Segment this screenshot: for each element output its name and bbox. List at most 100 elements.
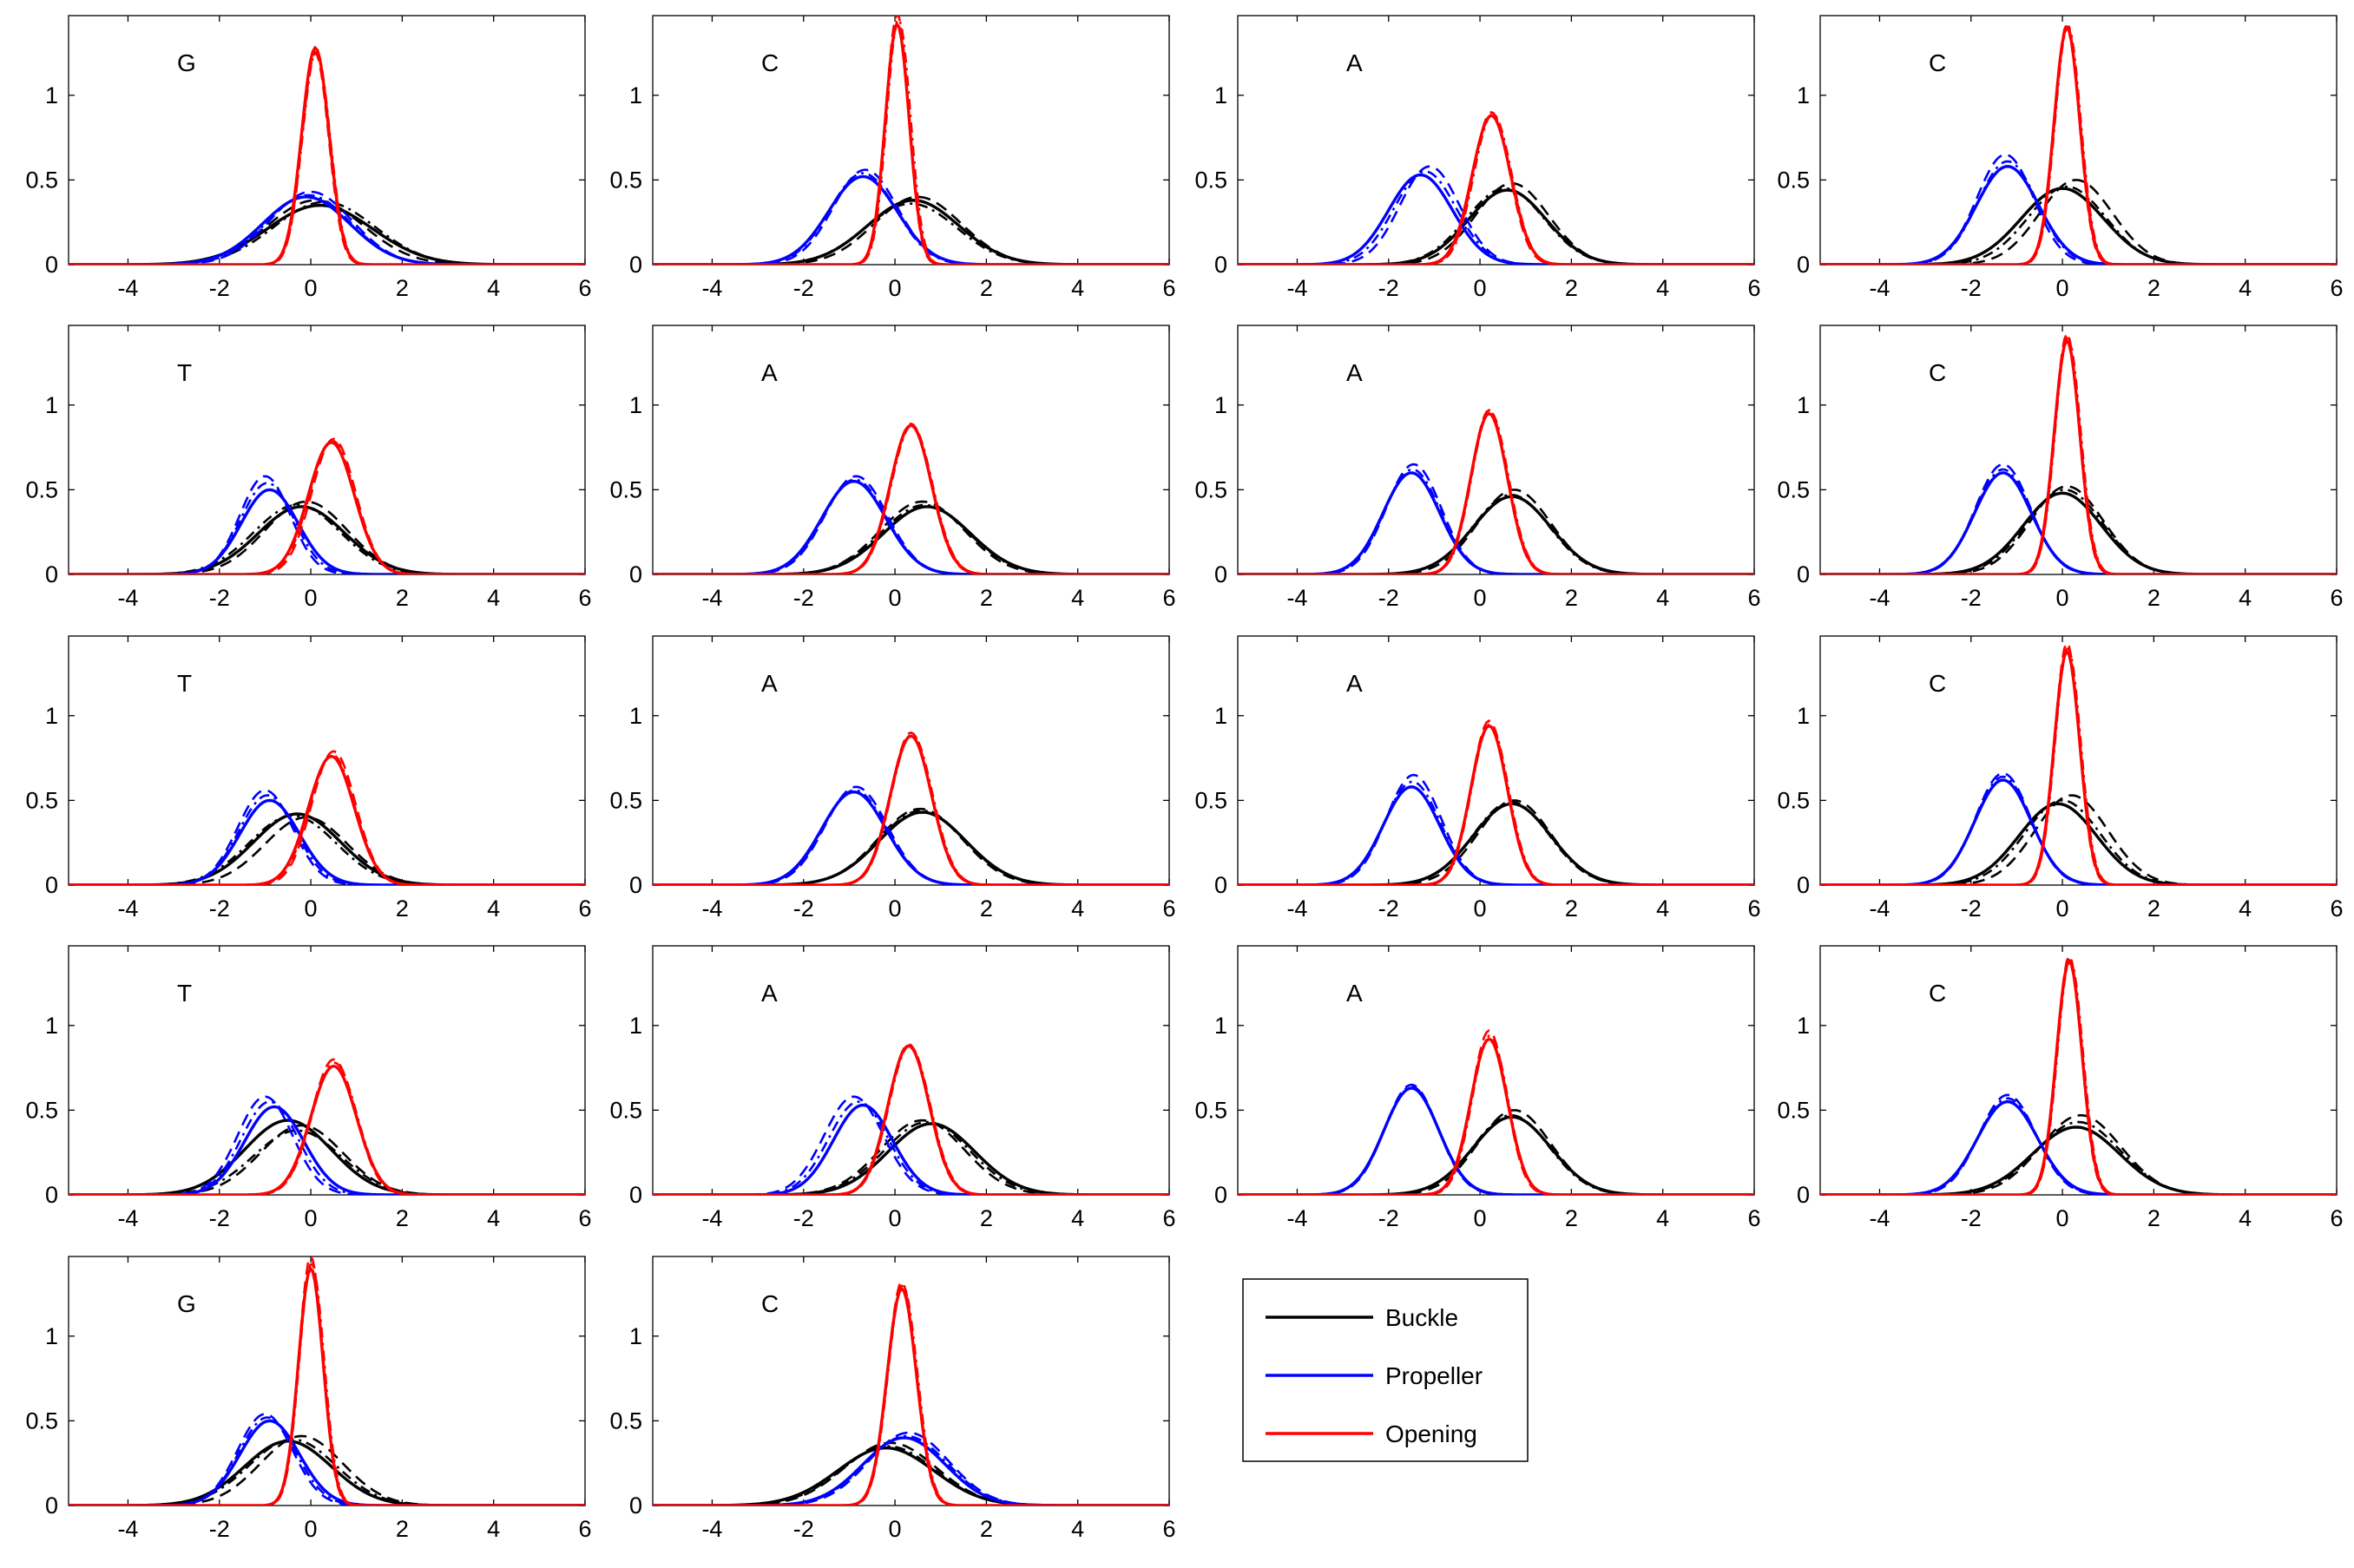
y-tick-label: 1	[629, 1013, 642, 1039]
x-tick-label: -2	[1961, 1205, 1982, 1231]
x-tick-label: -4	[701, 1205, 722, 1231]
panel-curves	[1820, 954, 2337, 1195]
panel-axes-box	[652, 15, 1170, 266]
x-tick-label: -4	[1286, 896, 1307, 922]
y-tick-label: 1	[1797, 1013, 1810, 1039]
opening-curve	[653, 422, 1169, 574]
x-tick-label: -4	[1869, 585, 1890, 611]
panel-10: -4 -2 0 2 4 6 0 0.5 1 A	[609, 635, 1176, 922]
panel-base-label: G	[177, 49, 196, 76]
x-tick-label: 6	[578, 585, 591, 611]
panel-6: -4 -2 0 2 4 6 0 0.5 1 A	[609, 325, 1176, 611]
y-tick-label: 0	[45, 1493, 58, 1519]
panel-12: -4 -2 0 2 4 6 0 0.5 1 C	[1777, 635, 2344, 922]
x-tick-label: -2	[1378, 585, 1399, 611]
x-tick-label: 0	[889, 275, 902, 301]
panel-curves	[653, 731, 1169, 885]
opening-curve	[1820, 25, 2337, 265]
panel-13: -4 -2 0 2 4 6 0 0.5 1 T	[25, 945, 592, 1231]
x-tick-label: 4	[487, 1516, 500, 1542]
y-tick-label: 0.5	[609, 476, 642, 502]
x-tick-label: -2	[793, 896, 814, 922]
y-tick-label: 0.5	[25, 167, 58, 193]
y-tick-label: 0.5	[1194, 476, 1227, 502]
x-tick-label: 2	[396, 1516, 409, 1542]
y-tick-label: 0.5	[25, 1407, 58, 1434]
x-tick-label: -2	[1378, 896, 1399, 922]
y-tick-label: 0	[1214, 872, 1227, 898]
panel-4: -4 -2 0 2 4 6 0 0.5 1 C	[1777, 15, 2344, 301]
x-tick-label: 4	[487, 585, 500, 611]
opening-curve	[1238, 410, 1754, 574]
y-tick-label: 1	[45, 392, 58, 418]
opening-curve	[69, 1265, 585, 1506]
panel-curves	[69, 1058, 585, 1195]
opening-curve	[653, 734, 1169, 885]
x-tick-label: 0	[305, 1205, 318, 1231]
panel-curves	[1820, 22, 2337, 265]
x-tick-label: 4	[1071, 275, 1084, 301]
x-tick-label: 4	[487, 896, 500, 922]
legend-label-buckle: Buckle	[1385, 1304, 1458, 1331]
x-tick-label: 4	[1656, 1205, 1669, 1231]
x-tick-label: 0	[2056, 275, 2069, 301]
y-tick-label: 1	[45, 82, 58, 108]
panel-3: -4 -2 0 2 4 6 0 0.5 1 A	[1194, 15, 1761, 301]
x-tick-label: 6	[578, 896, 591, 922]
x-tick-label: 2	[396, 1205, 409, 1231]
panel-axes-box	[1237, 15, 1755, 266]
x-tick-label: 2	[980, 275, 993, 301]
opening-curve	[1238, 1034, 1754, 1195]
opening-curve	[1820, 22, 2337, 265]
x-tick-label: 6	[2330, 275, 2343, 301]
panel-8: -4 -2 0 2 4 6 0 0.5 1 C	[1777, 325, 2344, 611]
opening-curve	[1820, 331, 2337, 574]
y-tick-label: 0	[1214, 561, 1227, 587]
y-tick-label: 0	[45, 252, 58, 278]
panel-axes-box	[652, 1256, 1170, 1506]
y-tick-label: 0	[629, 1182, 642, 1208]
y-tick-label: 1	[1214, 703, 1227, 729]
panel-axes-box	[1819, 635, 2338, 886]
panel-11: -4 -2 0 2 4 6 0 0.5 1 A	[1194, 635, 1761, 922]
y-tick-label: 1	[1797, 703, 1810, 729]
x-tick-label: 4	[1656, 585, 1669, 611]
opening-curve	[1820, 958, 2337, 1195]
panel-base-label: T	[177, 359, 192, 386]
buckle-curve	[1820, 179, 2337, 265]
x-tick-label: 2	[1565, 585, 1578, 611]
panel-base-label: A	[1346, 670, 1363, 697]
y-tick-label: 1	[45, 1013, 58, 1039]
y-tick-label: 1	[1214, 82, 1227, 108]
x-tick-label: -2	[1961, 275, 1982, 301]
panel-base-label: A	[761, 359, 778, 386]
x-tick-label: 6	[1747, 585, 1760, 611]
y-tick-label: 0.5	[25, 787, 58, 813]
buckle-curve	[1238, 1113, 1754, 1195]
panel-17: -4 -2 0 2 4 6 0 0.5 1 G	[25, 1256, 592, 1542]
y-tick-label: 0.5	[1777, 1097, 1810, 1123]
x-tick-label: 0	[305, 275, 318, 301]
x-tick-label: -2	[793, 275, 814, 301]
opening-curve	[1820, 959, 2337, 1195]
y-tick-label: 0.5	[609, 1407, 642, 1434]
x-tick-label: 2	[396, 896, 409, 922]
y-tick-label: 0.5	[1194, 167, 1227, 193]
panel-curves	[653, 1280, 1169, 1506]
panel-base-label: C	[761, 49, 779, 76]
x-tick-label: 0	[2056, 896, 2069, 922]
opening-curve	[69, 437, 585, 574]
panel-axes-box	[68, 325, 586, 575]
y-tick-label: 0	[1797, 252, 1810, 278]
x-tick-label: 2	[980, 896, 993, 922]
x-tick-label: 6	[1162, 1205, 1175, 1231]
x-tick-label: 2	[396, 275, 409, 301]
x-tick-label: 0	[305, 896, 318, 922]
panel-curves	[1238, 719, 1754, 885]
y-tick-label: 1	[629, 392, 642, 418]
y-tick-label: 0.5	[1194, 1097, 1227, 1123]
x-tick-label: 0	[889, 1516, 902, 1542]
opening-curve	[69, 1058, 585, 1195]
x-tick-label: -4	[701, 275, 722, 301]
